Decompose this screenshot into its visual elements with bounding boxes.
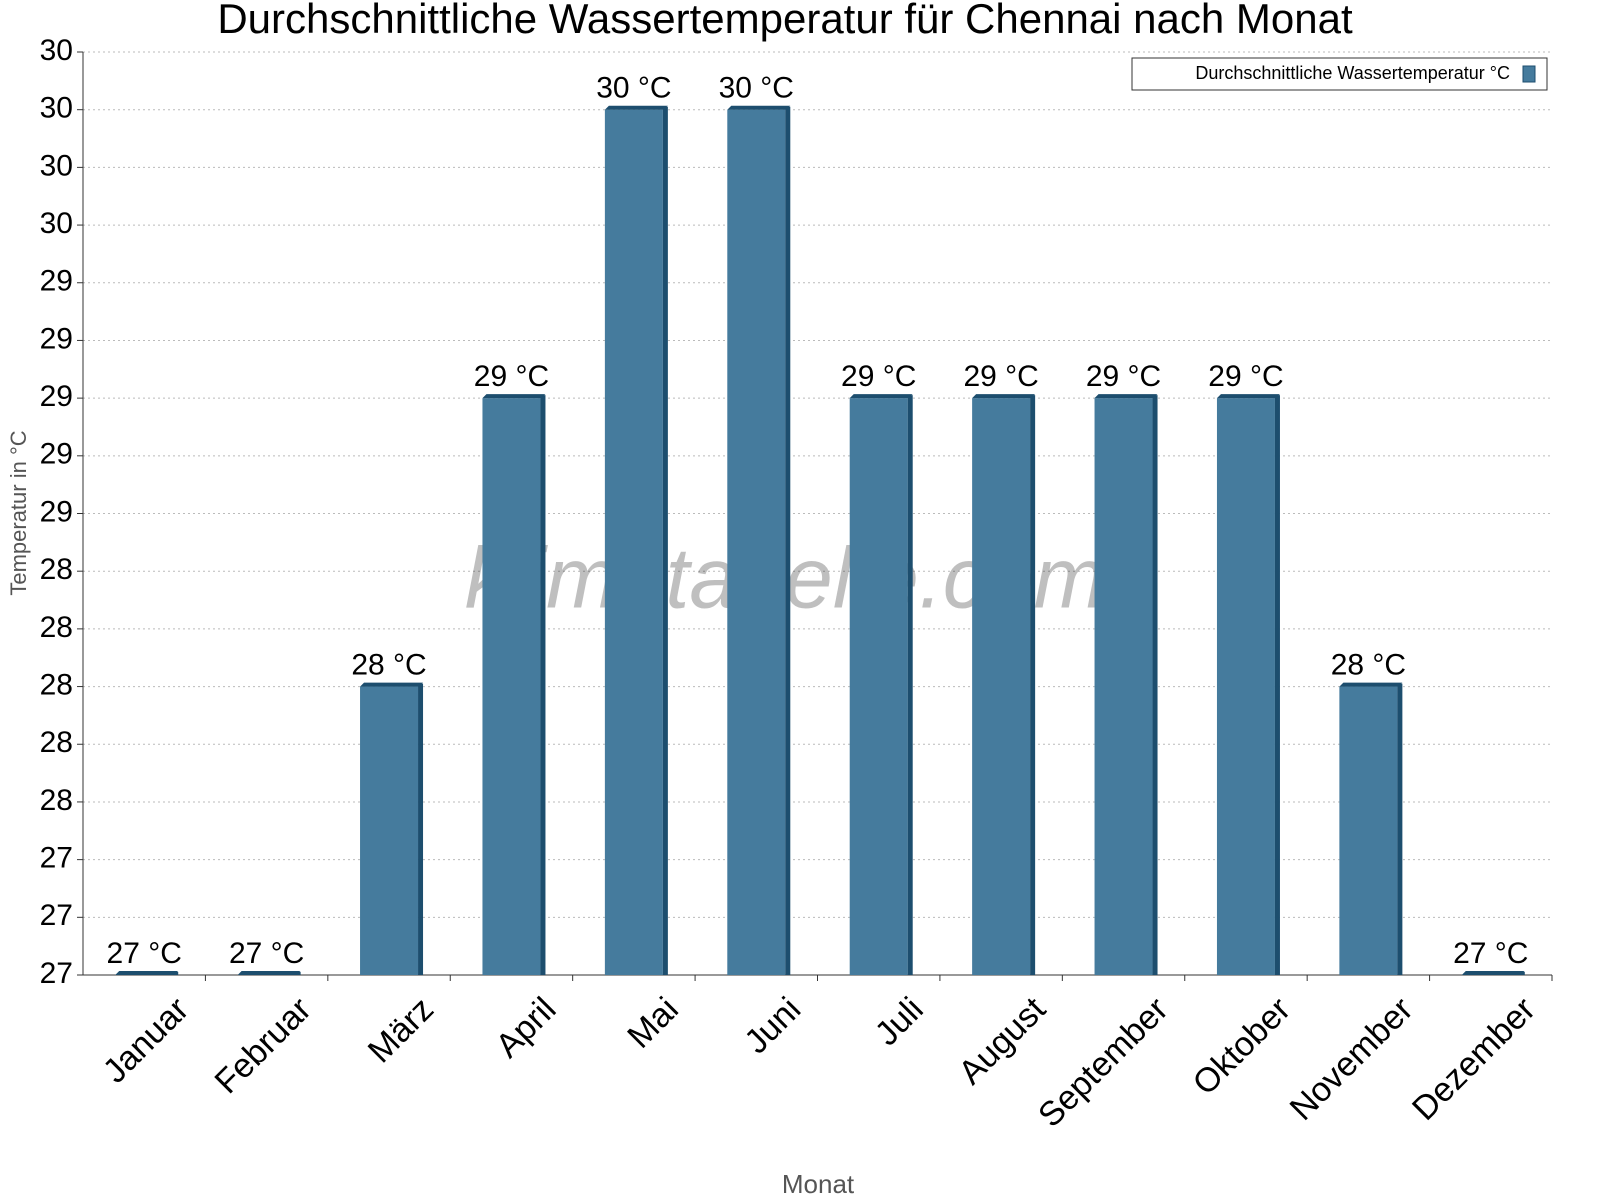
bar-top [604, 105, 668, 110]
value-label: 29 °C [1086, 360, 1161, 393]
bar-top [1216, 394, 1280, 399]
x-tick-label: Dezember [1405, 990, 1543, 1128]
x-tick-label: Januar [96, 990, 196, 1090]
bar-side [418, 683, 424, 975]
y-tick-label: 30 [40, 34, 73, 67]
bar-top [360, 682, 424, 687]
value-label: 27 °C [107, 937, 182, 970]
x-tick-label: November [1283, 990, 1421, 1128]
value-label: 30 °C [596, 72, 671, 105]
x-tick-label: Mai [620, 990, 686, 1056]
bar-top [1094, 394, 1158, 399]
x-tick-label: März [361, 990, 441, 1070]
legend-swatch [1522, 65, 1536, 83]
y-tick-label: 30 [40, 92, 73, 125]
bar-side [173, 972, 179, 975]
bar [1339, 686, 1398, 975]
bar [849, 398, 908, 975]
y-tick-label: 28 [40, 553, 73, 586]
y-tick-label: 29 [40, 322, 73, 355]
bar-side [1030, 395, 1036, 975]
y-tick-label: 27 [40, 842, 73, 875]
bar-top [972, 394, 1036, 399]
y-tick-label: 29 [40, 495, 73, 528]
x-tick-label: September [1031, 990, 1175, 1134]
x-tick-label: Juni [737, 990, 808, 1061]
y-tick-label: 30 [40, 207, 73, 240]
value-label: 29 °C [474, 360, 549, 393]
bar-side [907, 395, 913, 975]
legend-box [1131, 57, 1548, 91]
bar-side [1152, 395, 1158, 975]
bar-side [1274, 395, 1280, 975]
value-label: 27 °C [1453, 937, 1528, 970]
bar [604, 109, 663, 975]
y-tick-label: 29 [40, 438, 73, 471]
y-tick-label: 27 [40, 899, 73, 932]
value-label: 29 °C [1208, 360, 1283, 393]
bar [1216, 398, 1275, 975]
value-label: 27 °C [229, 937, 304, 970]
value-label: 30 °C [719, 72, 794, 105]
bar-side [295, 972, 301, 975]
x-tick-label: Oktober [1186, 990, 1298, 1102]
x-axis-label: Monat [782, 1169, 855, 1199]
y-tick-label: 27 [40, 957, 73, 990]
bar [1094, 398, 1153, 975]
y-tick-label: 29 [40, 380, 73, 413]
bar-top [849, 394, 913, 399]
bar [972, 398, 1031, 975]
y-tick-label: 28 [40, 611, 73, 644]
bar-side [1519, 972, 1525, 975]
x-tick-label: August [951, 990, 1053, 1092]
bar-side [540, 395, 546, 975]
bar-top [1461, 971, 1525, 975]
y-tick-label: 28 [40, 668, 73, 701]
legend-label: Durchschnittliche Wassertemperatur °C [1195, 63, 1510, 83]
bar-top [237, 971, 301, 975]
bar [360, 686, 419, 975]
bar [727, 109, 786, 975]
bar-top [115, 971, 179, 975]
bar-top [482, 394, 546, 399]
y-tick-label: 29 [40, 265, 73, 298]
y-tick-label: 30 [40, 149, 73, 182]
y-tick-label: 28 [40, 784, 73, 817]
bar-side [662, 106, 668, 975]
x-tick-label: Juli [868, 990, 931, 1053]
value-label: 29 °C [963, 360, 1038, 393]
value-label: 28 °C [351, 648, 426, 681]
bar-side [1397, 683, 1403, 975]
bar-side [785, 106, 791, 975]
y-axis-label: Temperatur in °C [6, 430, 31, 595]
bar [482, 398, 541, 975]
value-label: 28 °C [1331, 648, 1406, 681]
chart-title: Durchschnittliche Wassertemperatur für C… [217, 0, 1353, 42]
y-tick-label: 28 [40, 726, 73, 759]
x-tick-label: Februar [208, 990, 319, 1101]
x-tick-label: April [488, 990, 563, 1065]
bar-top [1339, 682, 1403, 687]
value-label: 29 °C [841, 360, 916, 393]
bar-top [727, 105, 791, 110]
